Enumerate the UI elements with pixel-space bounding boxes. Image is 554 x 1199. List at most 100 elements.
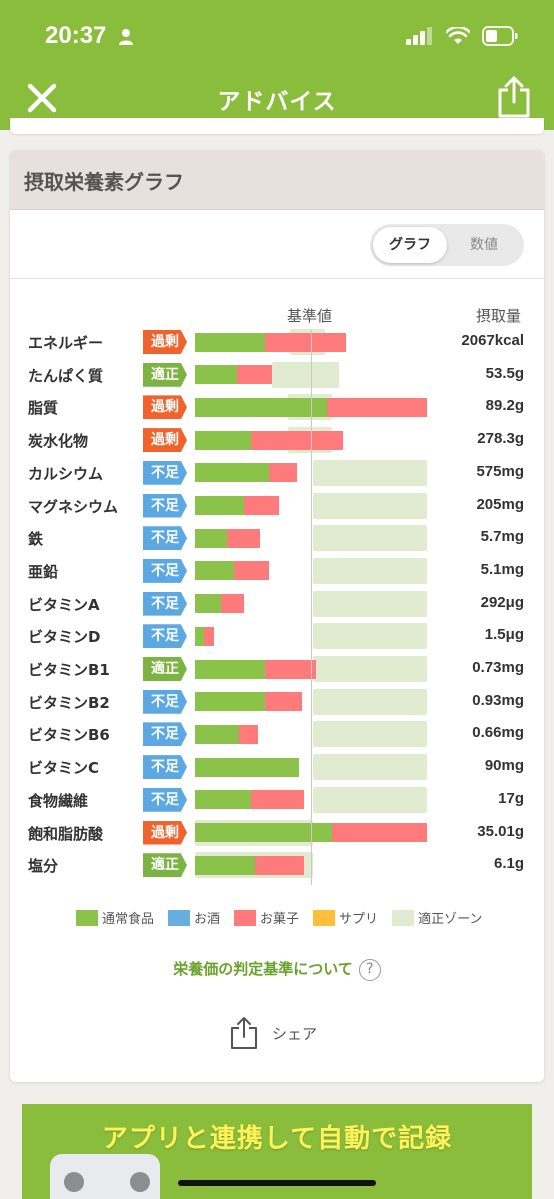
bar-normal-food xyxy=(195,692,265,712)
legend: 通常食品 お酒 お菓子 サプリ 適正ゾーン xyxy=(76,908,482,927)
legend-item: お菓子 xyxy=(234,908,299,927)
bar-normal-food xyxy=(195,528,228,548)
person-icon xyxy=(119,29,133,45)
view-toggle[interactable]: グラフ 数値 xyxy=(370,224,524,266)
share-icon[interactable] xyxy=(496,76,532,118)
bar-sweets xyxy=(331,823,427,842)
nutrient-graph-card: 摂取栄養素グラフ グラフ 数値 基準値 摂取量 エネルギー 過剰 2067kcal た… xyxy=(10,150,544,1082)
bar-normal-food xyxy=(195,397,328,417)
status-badge: 適正 xyxy=(143,362,187,387)
proper-zone xyxy=(313,492,427,519)
bar-sweets xyxy=(243,496,279,515)
banner-text: アプリと連携して自動で記録 xyxy=(101,1124,453,1154)
bar-normal-food xyxy=(195,823,332,842)
bar-normal-food xyxy=(195,626,205,646)
wifi-icon xyxy=(446,27,470,44)
bar-normal-food xyxy=(195,496,244,515)
bar-sweets xyxy=(264,332,346,352)
bar-normal-food xyxy=(195,790,251,810)
nutrient-chart: エネルギー 過剰 2067kcal たんぱく質 適正 53.5g 脂質 過剰 89.2g 炭水化物… xyxy=(10,150,544,1082)
proper-zone xyxy=(313,557,427,584)
bar-sweets xyxy=(250,790,305,810)
bar-sweets xyxy=(227,528,260,548)
intake-value: 17g xyxy=(498,789,524,807)
legend-label: 通常食品 xyxy=(102,912,155,927)
card-title: 摂取栄養素グラフ xyxy=(10,150,544,210)
nutrient-name: エネルギー xyxy=(28,334,104,352)
status-badge: 過剰 xyxy=(143,330,187,354)
bar-normal-food xyxy=(195,659,265,679)
status-badge: 不足 xyxy=(143,526,187,551)
intake-value: 5.7mg xyxy=(480,528,524,546)
column-header-standard: 基準値 xyxy=(287,307,333,325)
legend-swatch xyxy=(313,909,336,926)
help-icon[interactable]: ? xyxy=(358,958,381,981)
intake-value: 575mg xyxy=(476,462,524,480)
legend-swatch xyxy=(76,909,98,926)
close-icon[interactable] xyxy=(24,80,60,116)
column-header-intake: 摂取量 xyxy=(476,307,522,325)
device-image xyxy=(50,1154,160,1199)
share-label: シェア xyxy=(272,1024,318,1043)
app-link-banner[interactable]: アプリと連携して自動で記録 xyxy=(22,1104,532,1199)
bar-normal-food xyxy=(195,757,300,777)
nutrient-name: ビタミンA xyxy=(28,595,100,614)
bar-normal-food xyxy=(195,365,237,385)
bar-sweets xyxy=(234,561,270,581)
criteria-link[interactable]: 栄養価の判定基準について? xyxy=(10,958,544,981)
nutrient-name: たんぱく質 xyxy=(28,366,104,385)
status-badge: 不足 xyxy=(143,624,187,649)
nutrient-name: 鉄 xyxy=(28,530,44,549)
legend-label: 適正ゾーン xyxy=(418,912,483,927)
proper-zone xyxy=(271,361,339,388)
status-badge: 不足 xyxy=(143,755,187,780)
bar-sweets xyxy=(264,659,316,679)
nutrient-name: 亜鉛 xyxy=(28,562,59,581)
status-badge: 不足 xyxy=(143,460,187,485)
legend-item: 適正ゾーン xyxy=(392,908,482,927)
intake-value: 0.93mg xyxy=(472,691,524,709)
legend-label: お菓子 xyxy=(260,912,300,927)
page-title: アドバイス xyxy=(217,89,337,115)
nutrient-name: カルシウム xyxy=(28,464,104,483)
bar-sweets xyxy=(327,397,427,417)
proper-zone xyxy=(313,688,427,715)
home-indicator xyxy=(178,1180,376,1186)
bar-sweets xyxy=(264,692,302,712)
share-button[interactable]: シェア xyxy=(230,1016,317,1050)
bar-normal-food xyxy=(195,332,265,352)
proper-zone xyxy=(313,656,427,682)
bar-sweets xyxy=(255,855,305,875)
status-badge: 過剰 xyxy=(143,428,187,453)
bar-sweets xyxy=(220,594,244,614)
nutrient-name: ビタミンB6 xyxy=(28,726,110,745)
bar-normal-food xyxy=(195,463,270,483)
legend-label: サプリ xyxy=(339,912,379,927)
intake-value: 205mg xyxy=(476,495,524,513)
bar-normal-food xyxy=(195,430,251,450)
status-badge: 不足 xyxy=(143,493,187,518)
intake-value: 6.1g xyxy=(493,855,524,873)
intake-value: 90mg xyxy=(484,757,524,775)
nutrient-name: ビタミンC xyxy=(28,759,100,778)
bar-sweets xyxy=(236,365,272,385)
nutrient-name: マグネシウム xyxy=(28,497,119,516)
toggle-number[interactable]: 数値 xyxy=(470,237,498,253)
proper-zone xyxy=(313,459,427,486)
intake-value: 1.5μg xyxy=(484,626,524,644)
intake-value: 278.3g xyxy=(477,430,524,448)
intake-value: 5.1mg xyxy=(480,560,524,578)
criteria-link-label[interactable]: 栄養価の判定基準について xyxy=(173,960,353,978)
bar-sweets xyxy=(269,463,298,483)
intake-value: 53.5g xyxy=(485,364,524,382)
status-badge: 不足 xyxy=(143,591,187,616)
proper-zone xyxy=(313,754,427,781)
intake-value: 89.2g xyxy=(485,397,524,415)
bar-sweets xyxy=(239,724,258,744)
divider xyxy=(10,278,544,279)
toggle-graph[interactable]: グラフ xyxy=(373,227,447,263)
legend-item: お酒 xyxy=(168,908,220,927)
status-badge: 不足 xyxy=(143,558,187,583)
nutrient-name: 飽和脂肪酸 xyxy=(28,824,104,843)
bar-normal-food xyxy=(195,724,240,744)
